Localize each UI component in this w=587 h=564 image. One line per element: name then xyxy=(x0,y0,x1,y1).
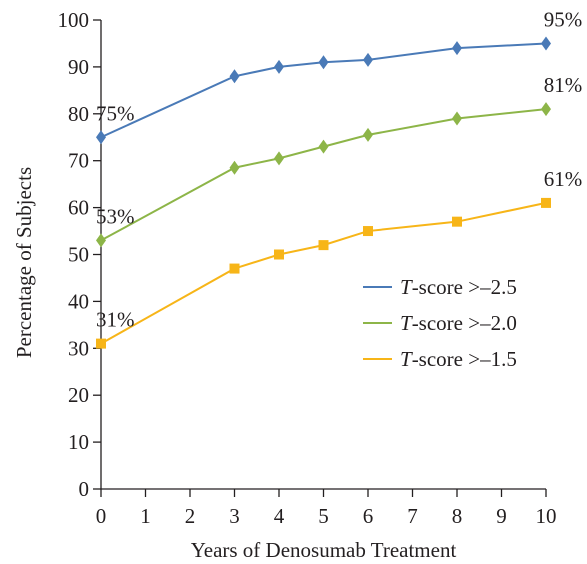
data-point-marker xyxy=(274,59,284,74)
legend-label-rest: -score >–2.5 xyxy=(412,275,517,299)
data-point-marker xyxy=(541,102,551,117)
series-3 xyxy=(96,197,551,349)
axes: 0 10 20 30 40 50 60 70 80 90 100 0 1 2 3 4 5 6 7 8 9 10 xyxy=(58,8,557,528)
data-point-marker xyxy=(229,160,240,175)
data-point-marker xyxy=(541,197,551,208)
data-point-marker xyxy=(274,249,284,260)
y-axis-title: Percentage of Subjects xyxy=(12,167,36,358)
y-tick-label: 70 xyxy=(68,149,89,173)
data-point-marker xyxy=(318,55,329,70)
legend-label-italic: T xyxy=(400,311,413,335)
legend-label-italic: T xyxy=(400,275,413,299)
data-point-marker xyxy=(274,151,284,166)
x-axis-title: Years of Denosumab Treatment xyxy=(191,538,457,562)
x-tick-label: 8 xyxy=(452,504,463,528)
data-point-marker xyxy=(229,69,240,84)
data-point-marker xyxy=(452,41,462,56)
y-tick-label: 60 xyxy=(68,196,89,220)
x-tick-label: 3 xyxy=(229,504,240,528)
data-label: 95% xyxy=(544,7,583,31)
x-tick-label: 5 xyxy=(318,504,329,528)
data-point-marker xyxy=(452,216,462,227)
y-tick-label: 50 xyxy=(68,243,89,267)
legend-item: T-score >–2.5 xyxy=(363,275,517,299)
y-tick-label: 90 xyxy=(68,55,89,79)
x-tick-label: 2 xyxy=(185,504,196,528)
y-tick-label: 100 xyxy=(58,8,90,32)
y-tick-label: 40 xyxy=(68,289,89,313)
legend-label-rest: -score >–1.5 xyxy=(412,347,517,371)
data-point-marker xyxy=(452,111,462,126)
y-tick-label: 0 xyxy=(79,477,90,501)
data-label: 81% xyxy=(544,73,583,97)
y-tick-label: 80 xyxy=(68,102,89,126)
data-point-marker xyxy=(96,130,106,145)
x-tick-label: 1 xyxy=(140,504,151,528)
legend-label-rest: -score >–2.0 xyxy=(412,311,517,335)
legend-item: T-score >–2.0 xyxy=(363,311,517,335)
series-2 xyxy=(96,102,551,248)
legend: T-score >–2.5T-score >–2.0T-score >–1.5 xyxy=(363,275,517,371)
data-point-marker xyxy=(318,240,329,251)
x-tick-label: 7 xyxy=(407,504,418,528)
series-line xyxy=(100,108,547,242)
y-tick-label: 10 xyxy=(68,430,89,454)
legend-label: T-score >–1.5 xyxy=(400,347,517,371)
data-label: 61% xyxy=(544,167,583,191)
data-label: 31% xyxy=(96,308,135,332)
y-tick-label: 20 xyxy=(68,383,89,407)
legend-item: T-score >–1.5 xyxy=(363,347,517,371)
series-1 xyxy=(96,36,551,145)
x-tick-label: 4 xyxy=(274,504,285,528)
x-tick-label: 10 xyxy=(536,504,557,528)
x-tick-label: 6 xyxy=(363,504,374,528)
data-point-marker xyxy=(318,139,329,154)
series-layer xyxy=(96,36,551,349)
data-point-marker xyxy=(541,36,551,51)
data-point-marker xyxy=(363,226,373,237)
legend-label: T-score >–2.0 xyxy=(400,311,517,335)
x-tick-label: 9 xyxy=(496,504,507,528)
y-tick-label: 30 xyxy=(68,336,89,360)
data-point-marker xyxy=(96,233,106,248)
data-label: 53% xyxy=(96,204,135,228)
x-tick-label: 0 xyxy=(96,504,107,528)
legend-label: T-score >–2.5 xyxy=(400,275,517,299)
data-labels: 75% 95% 53% 81% 31% 61% xyxy=(96,7,582,331)
legend-label-italic: T xyxy=(400,347,413,371)
data-point-marker xyxy=(363,52,373,67)
data-point-marker xyxy=(96,338,106,349)
data-point-marker xyxy=(363,127,373,142)
data-point-marker xyxy=(229,263,240,274)
data-label: 75% xyxy=(96,101,135,125)
